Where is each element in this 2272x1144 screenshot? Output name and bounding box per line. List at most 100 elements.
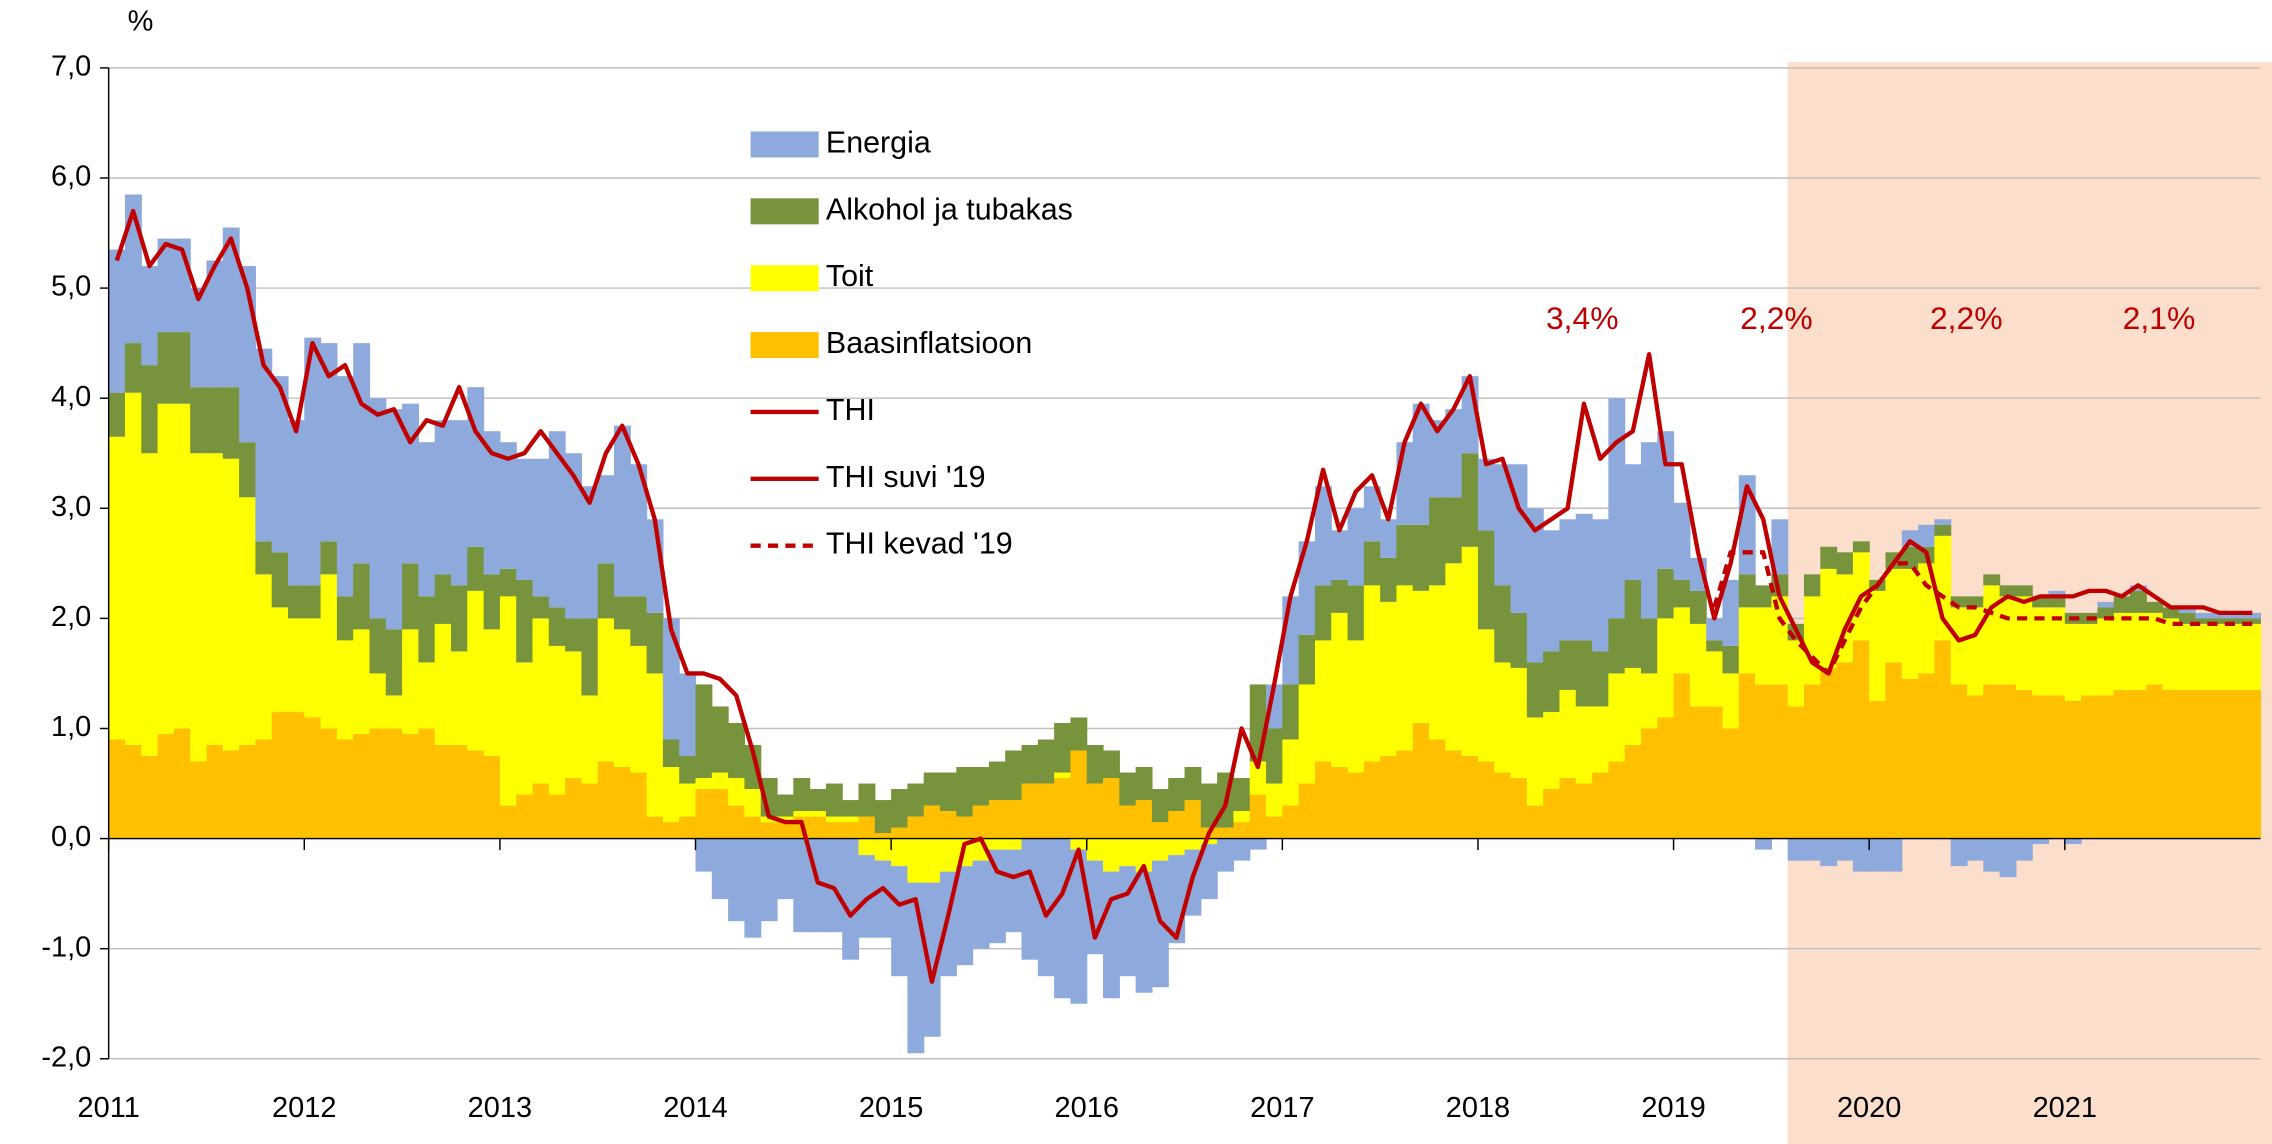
bar-segment bbox=[1103, 750, 1120, 779]
bar-segment bbox=[1249, 838, 1267, 850]
bar-segment bbox=[1217, 838, 1235, 872]
bar-segment bbox=[2195, 618, 2213, 624]
bar-segment bbox=[1363, 761, 1381, 839]
bar-segment bbox=[565, 618, 582, 652]
bar-segment bbox=[1005, 750, 1023, 801]
bar-segment bbox=[1852, 541, 1870, 553]
bar-segment bbox=[402, 403, 419, 564]
bar-segment bbox=[255, 574, 273, 740]
bar-segment bbox=[1233, 778, 1251, 812]
bar-segment bbox=[1429, 497, 1446, 586]
bar-segment bbox=[239, 497, 256, 745]
bar-segment bbox=[1901, 568, 1919, 679]
bar-segment bbox=[1559, 689, 1577, 779]
bar-segment bbox=[1233, 822, 1251, 839]
bar-segment bbox=[1738, 607, 1756, 674]
bar-segment bbox=[1934, 535, 1952, 641]
bar-segment bbox=[842, 816, 860, 823]
bar-segment bbox=[1200, 838, 1218, 845]
bar-segment bbox=[614, 425, 631, 597]
bar-segment bbox=[1510, 778, 1528, 839]
bar-segment bbox=[1314, 486, 1332, 586]
bar-segment bbox=[1429, 739, 1446, 839]
bar-segment bbox=[1885, 662, 1903, 839]
bar-segment bbox=[1021, 783, 1039, 839]
bar-segment bbox=[1575, 640, 1593, 707]
bar-segment bbox=[2178, 607, 2196, 613]
bar-segment bbox=[1706, 640, 1724, 652]
bar-segment bbox=[516, 579, 534, 663]
bar-segment bbox=[320, 728, 338, 839]
bar-segment bbox=[1706, 706, 1724, 839]
bar-segment bbox=[858, 816, 876, 839]
bar-segment bbox=[1624, 464, 1642, 580]
bar-segment bbox=[418, 662, 436, 729]
bar-segment bbox=[777, 794, 794, 817]
bar-segment bbox=[581, 695, 599, 784]
bar-segment bbox=[1412, 524, 1430, 591]
bar-segment bbox=[1477, 530, 1495, 630]
bar-segment bbox=[483, 574, 501, 630]
bar-segment bbox=[972, 767, 990, 806]
bar-segment bbox=[467, 546, 485, 591]
bar-segment bbox=[320, 574, 338, 729]
bar-segment bbox=[450, 420, 468, 586]
bar-segment bbox=[923, 805, 941, 839]
legend-swatch bbox=[750, 265, 819, 292]
bar-segment bbox=[695, 684, 713, 779]
bar-segment bbox=[711, 706, 729, 773]
bar-segment bbox=[1983, 585, 2001, 685]
legend-swatch bbox=[750, 131, 819, 158]
bar-segment bbox=[1673, 502, 1691, 580]
bar-segment bbox=[1608, 618, 1626, 674]
bar-segment bbox=[728, 778, 745, 806]
bar-segment bbox=[336, 640, 354, 740]
annotation: 2,1% bbox=[2123, 300, 2196, 336]
bar-segment bbox=[842, 800, 860, 817]
bar-segment bbox=[1820, 568, 1838, 668]
bar-segment bbox=[1755, 607, 1772, 685]
bar-segment bbox=[2048, 590, 2066, 597]
bar-segment bbox=[760, 838, 778, 922]
bar-segment bbox=[1787, 640, 1805, 707]
bar-segment bbox=[744, 816, 762, 839]
x-tick-label: 2011 bbox=[78, 1092, 140, 1124]
bar-segment bbox=[1869, 700, 1887, 839]
bar-segment bbox=[1314, 761, 1332, 839]
legend-label: Alkohol ja tubakas bbox=[826, 192, 1073, 226]
bar-segment bbox=[2113, 689, 2131, 839]
bar-segment bbox=[1934, 519, 1952, 525]
bar-segment bbox=[1477, 761, 1495, 839]
bar-segment bbox=[1885, 838, 1903, 872]
bar-segment bbox=[988, 800, 1006, 839]
bar-segment bbox=[1445, 497, 1463, 564]
bar-segment bbox=[972, 860, 990, 949]
legend-label: Baasinflatsioon bbox=[826, 326, 1032, 360]
bar-segment bbox=[385, 409, 403, 630]
bar-segment bbox=[1836, 662, 1854, 839]
bar-segment bbox=[255, 348, 273, 542]
bar-segment bbox=[1738, 673, 1756, 839]
bar-segment bbox=[2146, 684, 2164, 839]
bar-segment bbox=[1559, 778, 1577, 839]
bar-segment bbox=[304, 585, 322, 619]
bar-segment bbox=[1738, 574, 1756, 608]
bar-segment bbox=[1396, 442, 1414, 525]
bar-segment bbox=[1151, 822, 1169, 839]
bar-segment bbox=[1755, 684, 1772, 839]
bar-segment bbox=[1494, 464, 1512, 586]
bar-segment bbox=[1592, 519, 1609, 652]
bar-segment bbox=[1054, 778, 1072, 839]
bar-segment bbox=[1689, 706, 1707, 839]
legend-swatch bbox=[750, 332, 819, 359]
bar-segment bbox=[1640, 728, 1658, 839]
bar-segment bbox=[1803, 574, 1821, 597]
bar-segment bbox=[1852, 838, 1870, 872]
x-tick-label: 2019 bbox=[1641, 1092, 1705, 1124]
bar-segment bbox=[516, 794, 534, 839]
bar-segment bbox=[1787, 706, 1805, 839]
bar-segment bbox=[777, 822, 794, 839]
bar-segment bbox=[141, 365, 159, 454]
bar-segment bbox=[1771, 596, 1789, 685]
